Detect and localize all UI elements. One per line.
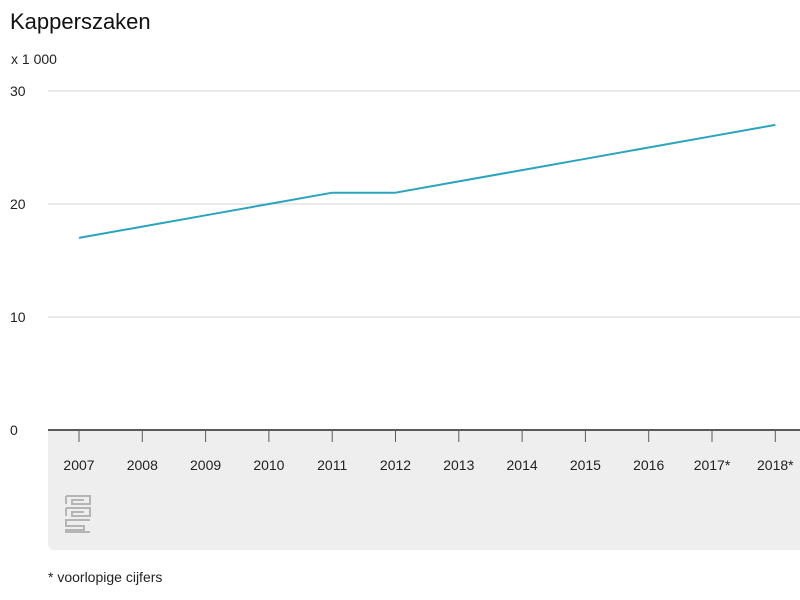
x-tick-label: 2007	[63, 457, 94, 473]
x-tick-label: 2013	[443, 457, 474, 473]
series-lines	[78, 123, 776, 239]
series-line-0	[78, 123, 776, 239]
x-tick-label: 2010	[253, 457, 284, 473]
x-tick-label: 2018*	[757, 457, 794, 473]
y-tick-label: 0	[10, 422, 18, 438]
y-unit-label: x 1 000	[11, 51, 57, 67]
gridlines	[48, 90, 800, 318]
y-tick-label: 10	[10, 309, 26, 325]
x-tick-labels: 2007 2008 2009 2010 2011 2012 2013 2014 2015 2016…	[63, 457, 794, 473]
footnote: * voorlopige cijfers	[48, 569, 163, 585]
cbs-logo-icon	[65, 495, 91, 533]
x-tick-label: 2008	[127, 457, 158, 473]
x-tick-label: 2009	[190, 457, 221, 473]
x-tick-label: 2011	[317, 457, 347, 473]
chart-title: Kapperszaken	[10, 9, 151, 34]
y-tick-labels: 0 10 20 30	[10, 83, 26, 438]
y-tick-label: 30	[10, 83, 26, 99]
x-tick-label: 2015	[570, 457, 601, 473]
x-tick-label: 2012	[380, 457, 411, 473]
x-tick-label: 2017*	[694, 457, 731, 473]
x-tick-label: 2014	[507, 457, 538, 473]
y-tick-label: 20	[10, 196, 26, 212]
x-axis	[48, 429, 800, 442]
x-axis-panel	[48, 430, 800, 550]
x-tick-label: 2016	[633, 457, 664, 473]
